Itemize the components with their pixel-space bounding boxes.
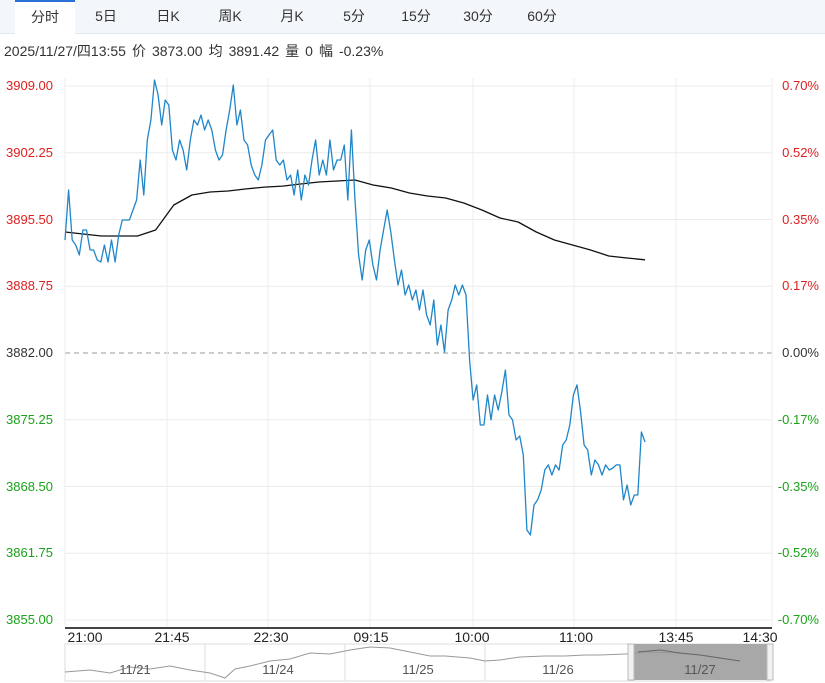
- navigator-line: [64, 646, 741, 679]
- tab-分时[interactable]: 分时: [15, 0, 75, 34]
- navigator-right-handle[interactable]: [766, 643, 774, 681]
- y-tick-label: 3861.75: [6, 545, 53, 561]
- navigator-selected-line: [637, 649, 741, 662]
- y-tick-label: 3855.00: [6, 612, 53, 627]
- tab-周K[interactable]: 周K: [218, 8, 242, 24]
- navigator-left-handle[interactable]: [627, 643, 635, 681]
- x-tick-label: 13:45: [658, 629, 694, 645]
- tab-日K[interactable]: 日K: [156, 8, 180, 24]
- y-tick-label: 3895.50: [6, 211, 53, 227]
- x-tick-label: 10:00: [454, 629, 490, 645]
- navigator-date-label: 11/21: [119, 662, 151, 677]
- pct-tick-label: -0.52%: [777, 545, 819, 561]
- info-volume: 0: [305, 43, 313, 59]
- tab-15分[interactable]: 15分: [401, 8, 431, 24]
- navigator-date-label: 11/26: [542, 662, 574, 677]
- y-tick-label: 3875.25: [6, 411, 53, 427]
- y-tick-label: 3868.50: [6, 478, 53, 494]
- tab-5日[interactable]: 5日: [95, 8, 117, 24]
- info-datetime: 2025/11/27/四13:55: [4, 43, 126, 59]
- x-tick-label: 21:00: [67, 629, 103, 645]
- navigator-date-label: 11/24: [262, 662, 294, 677]
- info-volume-label: 量: [285, 43, 300, 59]
- info-avg-label: 均: [208, 43, 223, 59]
- pct-tick-label: -0.70%: [777, 612, 819, 627]
- avg-price-line: [64, 179, 646, 261]
- info-price-label: 价: [131, 43, 146, 59]
- x-tick-label: 21:45: [154, 629, 190, 645]
- info-price: 3873.00: [151, 43, 203, 59]
- tab-5分[interactable]: 5分: [343, 8, 365, 24]
- tab-月K[interactable]: 月K: [280, 8, 304, 24]
- info-avg: 3891.42: [228, 43, 280, 59]
- tab-60分[interactable]: 60分: [527, 8, 557, 24]
- pct-tick-label: 0.17%: [782, 278, 819, 294]
- x-tick-label: 22:30: [253, 629, 289, 645]
- info-change-label: 幅: [318, 43, 333, 59]
- navigator-date-label: 11/27: [684, 662, 716, 677]
- pct-tick-label: 0.35%: [782, 211, 819, 227]
- tab-30分[interactable]: 30分: [463, 8, 493, 24]
- y-tick-label: 3909.00: [6, 78, 53, 93]
- pct-tick-label: 0.00%: [782, 345, 819, 360]
- pct-tick-label: -0.17%: [777, 411, 819, 427]
- chart-period-tabs: 分时 5日 日K 周K 月K 5分 15分 30分 60分: [0, 0, 825, 34]
- pct-tick-label: 0.70%: [782, 78, 819, 93]
- x-tick-label: 11:00: [559, 629, 593, 645]
- x-tick-label: 09:15: [353, 629, 389, 645]
- pct-tick-label: -0.35%: [777, 478, 819, 494]
- price-line: [64, 79, 646, 536]
- y-tick-label: 3902.25: [6, 144, 53, 160]
- navigator-date-label: 11/25: [402, 662, 434, 677]
- info-change: -0.23%: [338, 43, 384, 59]
- crosshair-info-bar: 2025/11/27/四13:55 价 3873.00 均 3891.42 量 0 幅 -0.2…: [4, 41, 389, 61]
- x-tick-label: 14:30: [742, 629, 778, 645]
- y-tick-label: 3888.75: [6, 278, 53, 294]
- y-tick-label: 3882.00: [6, 345, 53, 360]
- pct-tick-label: 0.52%: [782, 144, 819, 160]
